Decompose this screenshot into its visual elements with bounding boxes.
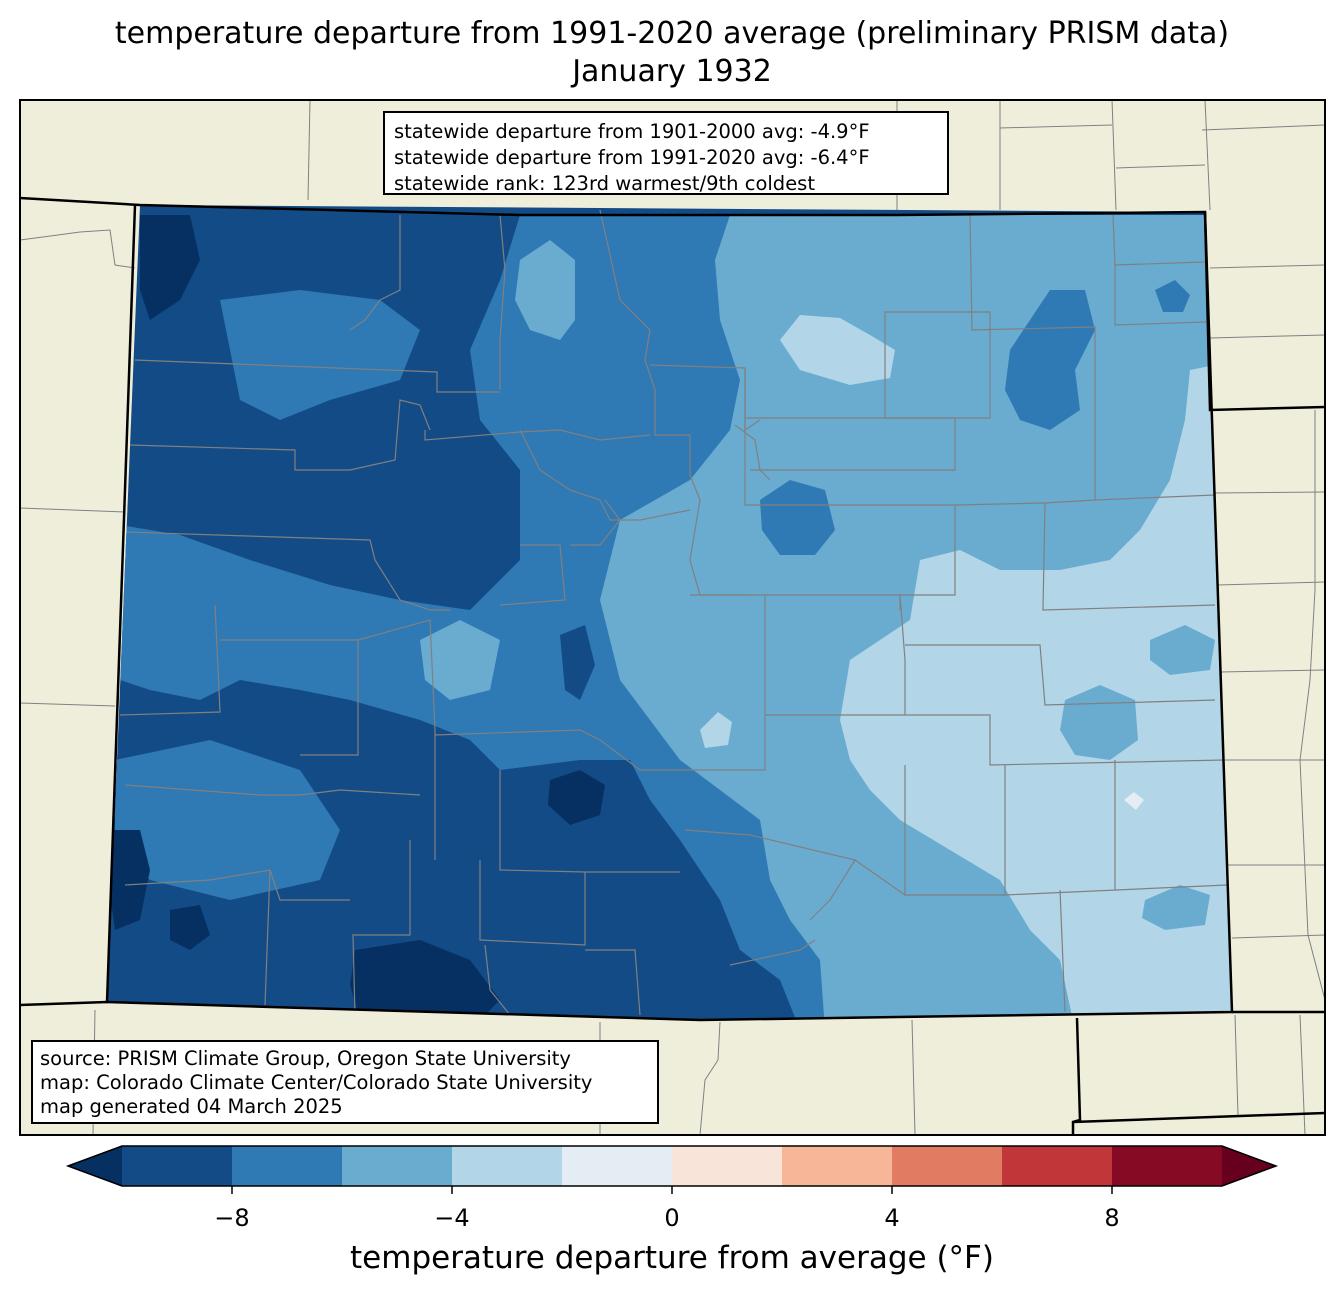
- field-patch-coldest-2: [548, 770, 605, 825]
- colorbar-bin-0: [122, 1146, 233, 1186]
- field-patch-east-mid-3: [1142, 885, 1210, 930]
- field-patch-east-dark-2: [760, 480, 835, 555]
- colorbar-tick-label: −4: [434, 1204, 470, 1232]
- colorbar-tick-label: −8: [214, 1204, 250, 1232]
- colorbar-tick-label: 8: [1104, 1204, 1120, 1232]
- stat-rank: statewide rank: 123rd warmest/9th coldes…: [394, 172, 815, 195]
- field-patch-east-mid-2: [1150, 625, 1215, 675]
- colorbar-bin-5: [672, 1146, 783, 1186]
- field-patch-pueblo-light: [700, 712, 732, 748]
- source-credit-box: source: PRISM Climate Group, Oregon Stat…: [31, 1040, 659, 1124]
- stat-departure-1901-2000: statewide departure from 1901-2000 avg: …: [394, 120, 870, 143]
- field-patch-northeast-light: [780, 315, 895, 385]
- field-patch-sangre-dark: [560, 625, 595, 700]
- statewide-stats-box: statewide departure from 1901-2000 avg: …: [383, 111, 949, 195]
- field-patch-east-dark-3: [1155, 280, 1190, 312]
- field-band-minus4-to-minus2: [840, 360, 1232, 1020]
- colorbar-bin-1: [232, 1146, 343, 1186]
- field-patch-east-dark-1: [1005, 290, 1095, 430]
- field-patch-coldest-4: [108, 830, 150, 930]
- field-patch-south-park: [420, 620, 500, 700]
- field-patch-coldest-3: [350, 940, 500, 1020]
- colorado-temperature-field: [107, 205, 1232, 1020]
- field-patch-west: [220, 290, 420, 420]
- map-frame: [19, 99, 1326, 1136]
- colorbar-bin-8: [1002, 1146, 1113, 1186]
- field-patch-coldest-5: [170, 905, 210, 950]
- source-line: source: PRISM Climate Group, Oregon Stat…: [40, 1047, 571, 1070]
- colorbar-under-arrow: [68, 1146, 122, 1186]
- colorbar-over-arrow: [1222, 1146, 1276, 1186]
- colorbar-bin-2: [342, 1146, 453, 1186]
- colorbar: [65, 1145, 1279, 1194]
- field-patch-southwest: [115, 740, 340, 900]
- colorbar-bin-4: [562, 1146, 673, 1186]
- field-patch-near-normal: [1124, 792, 1144, 810]
- field-patch-coldest-1: [140, 215, 200, 320]
- map-credit-line: map: Colorado Climate Center/Colorado St…: [40, 1071, 593, 1094]
- colorbar-tick-label: 0: [664, 1204, 680, 1232]
- map-subtitle: January 1932: [572, 54, 772, 89]
- field-patch-north-park: [515, 240, 575, 340]
- colorbar-tick-label: 4: [884, 1204, 900, 1232]
- stat-departure-1991-2020: statewide departure from 1991-2020 avg: …: [394, 146, 870, 169]
- state-borders: [20, 196, 1325, 1135]
- colorbar-bin-7: [892, 1146, 1003, 1186]
- map-frame-content: [20, 100, 1325, 1135]
- generated-date-line: map generated 04 March 2025: [40, 1095, 343, 1118]
- colorbar-bin-6: [782, 1146, 893, 1186]
- colorado-county-lines: [119, 209, 1228, 1016]
- colorbar-label: temperature departure from average (°F): [350, 1240, 994, 1276]
- colorbar-bin-3: [452, 1146, 563, 1186]
- colorbar-outline: [65, 1145, 1279, 1187]
- map-title: temperature departure from 1991-2020 ave…: [114, 16, 1230, 51]
- colorbar-bin-9: [1112, 1146, 1223, 1186]
